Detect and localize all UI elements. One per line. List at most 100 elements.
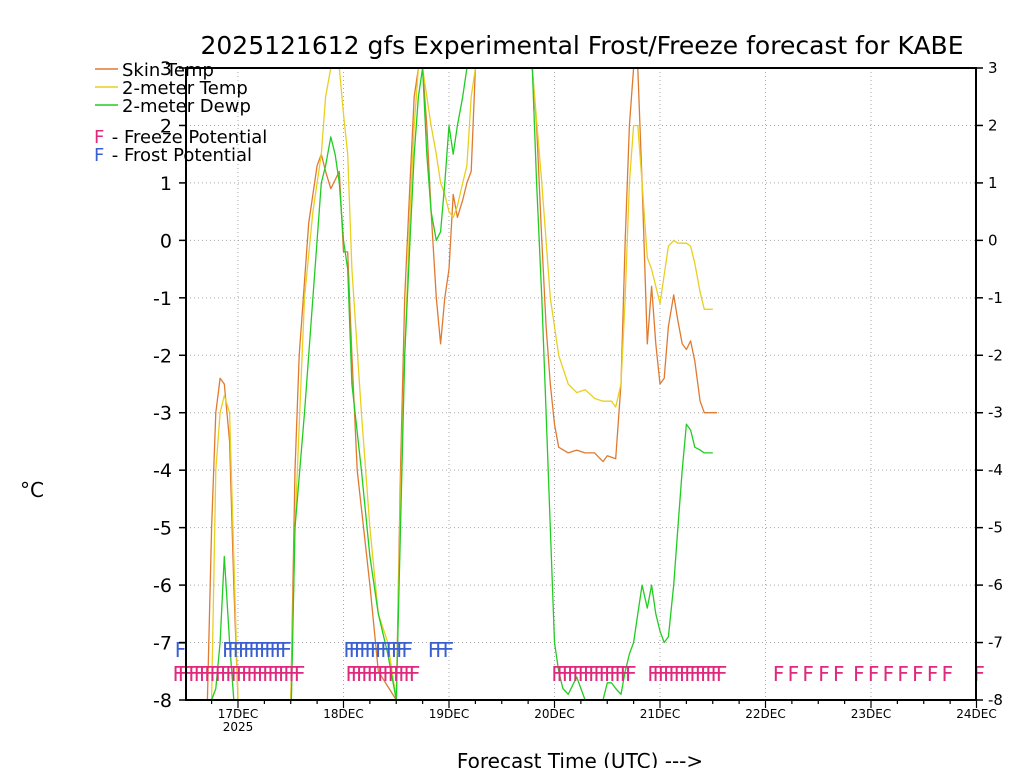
series-line-2-meter-dewp xyxy=(210,68,713,700)
y-tick-label-left-2: 1 xyxy=(160,173,172,195)
y-tick-label-right-0: 3 xyxy=(988,59,998,77)
freeze-flag-1-0: F xyxy=(346,662,358,686)
freeze-flag-0-21: F xyxy=(283,662,295,686)
freeze-flag-2-12: F xyxy=(615,662,627,686)
freeze-flag-1-9: F xyxy=(393,662,405,686)
frost-flag-1-6: F xyxy=(254,638,266,662)
freeze-flag-0-16: F xyxy=(257,662,269,686)
freeze-flag-0-0: F xyxy=(173,662,185,686)
frost-flag-2-2: F xyxy=(354,638,366,662)
y-tick-label-right-8: -5 xyxy=(988,519,1003,537)
freeze-flag-0-14: F xyxy=(246,662,258,686)
y-axis-label: °C xyxy=(20,478,44,502)
y-tick-label-left-6: -3 xyxy=(153,403,172,425)
freeze-flag-1-10: F xyxy=(398,662,410,686)
freeze-flag-0-4: F xyxy=(194,662,206,686)
freeze-flag-1-11: F xyxy=(404,662,416,686)
frost-flag-2-1: F xyxy=(349,638,361,662)
y-tick-label-right-5: -2 xyxy=(988,346,1003,364)
frost-flag-1-4: F xyxy=(243,638,255,662)
freeze-flag-0-22: F xyxy=(289,662,301,686)
y-tick-label-right-9: -6 xyxy=(988,576,1003,594)
legend-skin-temp-label: Skin Temp xyxy=(122,60,214,81)
y-tick-label-left-11: -8 xyxy=(153,690,172,712)
freeze-flag-1-4: F xyxy=(367,662,379,686)
freeze-flag-4-4: F xyxy=(833,662,845,686)
frost-flag-2-10: F xyxy=(396,638,408,662)
frost-flag-1-0: F xyxy=(222,638,234,662)
freeze-flag-2-1: F xyxy=(557,662,569,686)
frost-flag-2-6: F xyxy=(375,638,387,662)
legend: Skin Temp 2-meter Temp 2-meter Dewp F - … xyxy=(94,60,267,166)
freeze-flag-1-5: F xyxy=(372,662,384,686)
freeze-flag-3-1: F xyxy=(653,662,665,686)
y-tick-label-left-3: 0 xyxy=(160,230,172,252)
freeze-flag-1-3: F xyxy=(361,662,373,686)
frost-flag-1-11: F xyxy=(280,638,292,662)
frost-flag-1-3: F xyxy=(238,638,250,662)
freeze-flag-5-1: F xyxy=(868,662,880,686)
freeze-flag-2-0: F xyxy=(551,662,563,686)
x-axis-label: Forecast Time (UTC) ---> xyxy=(457,749,703,768)
frost-flag-1-2: F xyxy=(233,638,245,662)
freeze-flag-2-11: F xyxy=(609,662,621,686)
freeze-flag-0-8: F xyxy=(215,662,227,686)
freeze-flag-3-5: F xyxy=(674,662,686,686)
x-tick-label-1: 18DEC xyxy=(323,707,363,721)
y-tick-label-right-2: 1 xyxy=(988,174,998,192)
legend-freeze-glyph: F xyxy=(94,127,104,148)
frost-flag-3-1: F xyxy=(435,638,447,662)
frost-flag-1-1: F xyxy=(227,638,239,662)
freeze-flag-2-7: F xyxy=(588,662,600,686)
frost-flag-0-0: F xyxy=(175,638,187,662)
frost-flag-2-11: F xyxy=(402,638,414,662)
y-tick-label-left-4: -1 xyxy=(153,288,172,310)
freeze-flag-3-3: F xyxy=(663,662,675,686)
frost-flag-1-9: F xyxy=(270,638,282,662)
frost-flag-1-7: F xyxy=(259,638,271,662)
y-tick-label-right-7: -4 xyxy=(988,461,1003,479)
freeze-flag-0-5: F xyxy=(199,662,211,686)
freeze-flag-1-2: F xyxy=(356,662,368,686)
freeze-flag-4-1: F xyxy=(788,662,800,686)
freeze-flag-4-0: F xyxy=(773,662,785,686)
freeze-flag-0-23: F xyxy=(294,662,306,686)
y-tick-label-left-8: -5 xyxy=(153,518,172,540)
y-tick-label-left-10: -7 xyxy=(153,633,172,655)
freeze-flag-2-10: F xyxy=(604,662,616,686)
y-tick-label-left-7: -4 xyxy=(153,460,172,482)
freeze-flag-3-9: F xyxy=(695,662,707,686)
frost-flag-3-2: F xyxy=(443,638,455,662)
freeze-flag-0-1: F xyxy=(178,662,190,686)
freeze-flag-3-11: F xyxy=(705,662,717,686)
frost-flag-2-7: F xyxy=(380,638,392,662)
y-tick-label-right-6: -3 xyxy=(988,404,1003,422)
y-tick-label-right-11: -8 xyxy=(988,691,1003,709)
y-tick-label-left-9: -6 xyxy=(153,575,172,597)
freeze-flag-5-3: F xyxy=(897,662,909,686)
freeze-flag-3-6: F xyxy=(679,662,691,686)
freeze-flag-3-0: F xyxy=(647,662,659,686)
freeze-flag-4-3: F xyxy=(818,662,830,686)
frost-flag-2-0: F xyxy=(344,638,356,662)
legend-2m-dewp-label: 2-meter Dewp xyxy=(122,96,251,117)
frost-flag-2-8: F xyxy=(386,638,398,662)
series-line-skin-temp xyxy=(206,68,717,700)
freeze-flag-2-14: F xyxy=(625,662,637,686)
freeze-flag-2-6: F xyxy=(583,662,595,686)
chart-title: 2025121612 gfs Experimental Frost/Freeze… xyxy=(200,31,963,60)
legend-frost-label: - Frost Potential xyxy=(106,145,252,166)
freeze-flag-3-8: F xyxy=(690,662,702,686)
axes: 3 3 2 2 1 1 0 0 -1 -1 -2 -2 -3 -3 -4 -4 -5 -5 -6 -6 -7 -7 -8 -8… xyxy=(153,58,1003,734)
y-tick-label-right-10: -7 xyxy=(988,634,1003,652)
frost-flag-2-4: F xyxy=(365,638,377,662)
freeze-flag-0-2: F xyxy=(183,662,195,686)
freeze-flag-0-3: F xyxy=(188,662,200,686)
x-tick-label-2: 19DEC xyxy=(429,707,469,721)
freeze-flag-1-1: F xyxy=(351,662,363,686)
freeze-flag-0-15: F xyxy=(252,662,264,686)
freeze-flag-2-13: F xyxy=(620,662,632,686)
freeze-flag-2-9: F xyxy=(599,662,611,686)
